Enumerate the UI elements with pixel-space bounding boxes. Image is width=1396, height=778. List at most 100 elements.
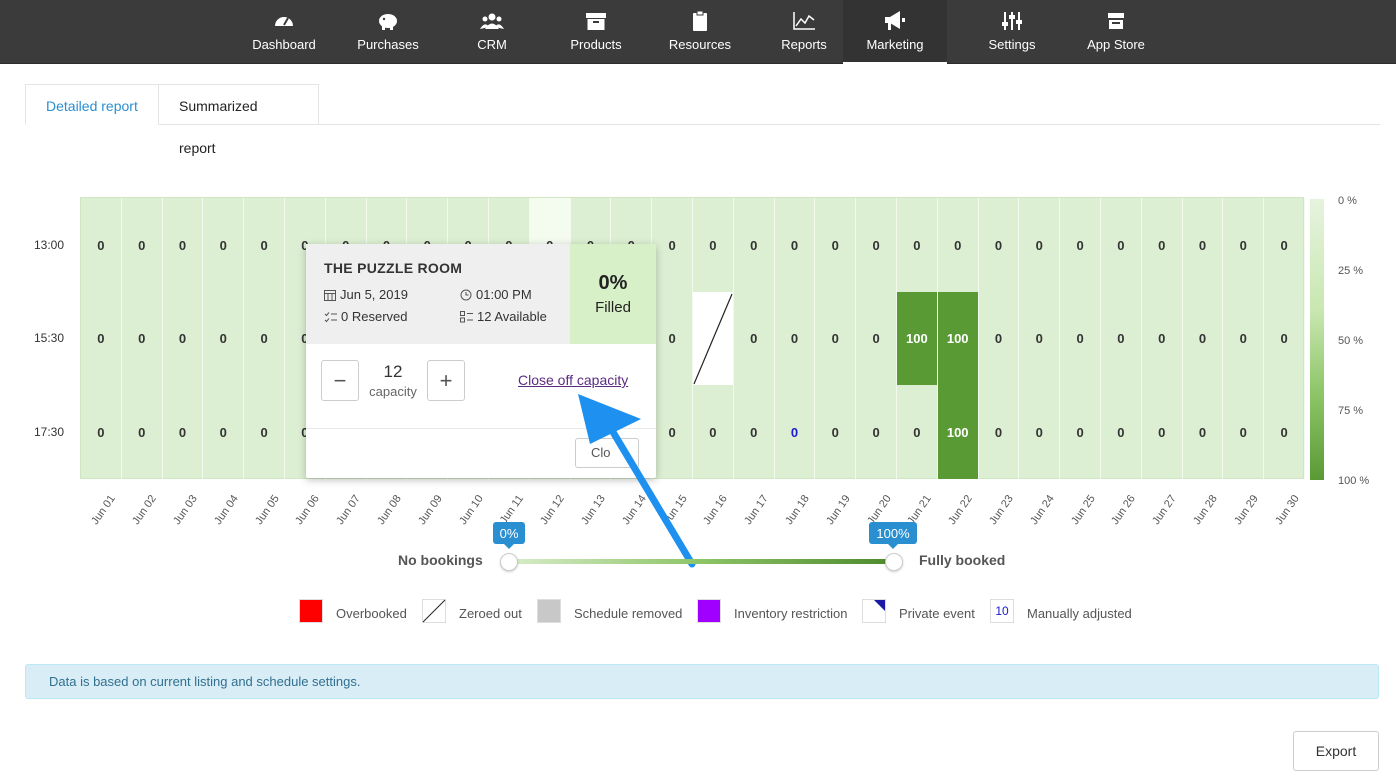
popup-reserved-text: 0 Reserved: [341, 309, 408, 324]
popup-close-button[interactable]: Clo: [575, 438, 639, 468]
heatmap-cell[interactable]: 0: [122, 198, 163, 292]
heatmap-cell[interactable]: 0: [1019, 292, 1061, 385]
heatmap-cell[interactable]: 0: [979, 198, 1020, 292]
heatmap-cell[interactable]: 0: [1264, 198, 1305, 292]
heatmap-cell[interactable]: 0: [979, 292, 1020, 385]
heatmap-cell[interactable]: 0: [652, 385, 693, 479]
heatmap-cell[interactable]: 0: [1101, 292, 1142, 385]
heatmap-cell[interactable]: 0: [1264, 385, 1305, 479]
heatmap-cell[interactable]: 0: [897, 198, 938, 292]
heatmap-cell[interactable]: 0: [979, 385, 1020, 479]
heatmap-cell[interactable]: 0: [1060, 292, 1101, 385]
slider-max-label: Fully booked: [919, 552, 1006, 568]
zeroed-out-mark: [693, 293, 733, 384]
slider-max-handle[interactable]: [885, 553, 903, 571]
heatmap-cell[interactable]: 0: [1142, 292, 1183, 385]
heatmap-cell[interactable]: 0: [652, 292, 693, 385]
nav-reports[interactable]: Reports: [752, 0, 856, 64]
export-button[interactable]: Export: [1293, 731, 1379, 771]
top-navigation: Dashboard Purchases CRM Products Resourc…: [0, 0, 1396, 64]
increase-capacity-button[interactable]: +: [427, 360, 465, 401]
nav-products[interactable]: Products: [544, 0, 648, 64]
manually-adjusted-swatch: 10: [990, 599, 1014, 623]
heatmap-cell[interactable]: 0: [856, 198, 897, 292]
heatmap-cell[interactable]: 0: [856, 292, 897, 385]
heatmap-cell[interactable]: [693, 292, 734, 385]
heatmap-cell[interactable]: 0: [244, 292, 285, 385]
nav-purchases[interactable]: Purchases: [336, 0, 440, 64]
heatmap-cell[interactable]: 0: [122, 292, 163, 385]
heatmap-cell[interactable]: 0: [203, 198, 245, 292]
heatmap-cell[interactable]: 0: [203, 292, 245, 385]
heatmap-cell[interactable]: 0: [1183, 198, 1224, 292]
heatmap-cell[interactable]: 0: [856, 385, 897, 479]
heatmap-cell[interactable]: 100: [897, 292, 938, 385]
popup-reserved: 0 Reserved: [324, 309, 407, 324]
heatmap-cell[interactable]: 100: [937, 385, 979, 479]
nav-app-store[interactable]: App Store: [1064, 0, 1168, 64]
heatmap-cell[interactable]: 0: [775, 385, 816, 479]
store-icon: [1108, 13, 1124, 29]
heatmap-cell[interactable]: 0: [938, 198, 979, 292]
heatmap-cell[interactable]: 0: [1223, 292, 1265, 385]
heatmap-cell[interactable]: 0: [1101, 385, 1142, 479]
heatmap-cell[interactable]: 0: [693, 385, 734, 479]
heatmap-cell[interactable]: 0: [1223, 198, 1265, 292]
heatmap-cell[interactable]: 0: [652, 198, 693, 292]
heatmap-cell[interactable]: 0: [734, 198, 775, 292]
heatmap-cell[interactable]: 0: [1060, 385, 1101, 479]
popup-title: THE PUZZLE ROOM: [324, 260, 463, 276]
fill-range-slider[interactable]: [509, 559, 894, 564]
nav-marketing[interactable]: Marketing: [843, 0, 947, 64]
slider-min-handle[interactable]: [500, 553, 518, 571]
heatmap-cell[interactable]: 0: [693, 198, 734, 292]
legend-zeroed-out: Zeroed out: [459, 606, 522, 621]
heatmap-cell[interactable]: 100: [937, 292, 979, 385]
nav-label: Settings: [988, 37, 1036, 52]
heatmap-cell[interactable]: 0: [203, 385, 245, 479]
heatmap-cell[interactable]: 0: [815, 385, 857, 479]
heatmap-cell[interactable]: 0: [775, 292, 816, 385]
heatmap-cell[interactable]: 0: [1019, 385, 1061, 479]
heatmap-cell[interactable]: 0: [897, 385, 938, 479]
heatmap-cell[interactable]: 0: [122, 385, 163, 479]
slider-min-badge: 0%: [493, 522, 525, 549]
heatmap-cell[interactable]: 0: [1060, 198, 1101, 292]
heatmap-cell[interactable]: 0: [1142, 198, 1183, 292]
fill-scale-bar: [1310, 199, 1324, 480]
scale-label: 0 %: [1338, 195, 1357, 207]
decrease-capacity-button[interactable]: −: [321, 360, 359, 401]
nav-crm[interactable]: CRM: [440, 0, 544, 64]
nav-resources[interactable]: Resources: [648, 0, 752, 64]
filled-label: Filled: [595, 299, 631, 316]
heatmap-cell[interactable]: 0: [81, 292, 122, 385]
tab-detailed-report[interactable]: Detailed report: [25, 84, 159, 125]
heatmap-cell[interactable]: 0: [163, 292, 204, 385]
heatmap-cell[interactable]: 0: [163, 385, 204, 479]
heatmap-cell[interactable]: 0: [815, 292, 857, 385]
heatmap-cell[interactable]: 0: [1223, 385, 1265, 479]
heatmap-cell[interactable]: 0: [244, 198, 285, 292]
heatmap-cell[interactable]: 0: [244, 385, 285, 479]
close-off-capacity-link[interactable]: Close off capacity: [518, 372, 629, 388]
heatmap-cell[interactable]: 0: [1183, 292, 1224, 385]
scale-label: 25 %: [1338, 265, 1364, 277]
nav-settings[interactable]: Settings: [960, 0, 1064, 64]
scale-label: 50 %: [1338, 335, 1364, 347]
clipboard-icon: [693, 10, 707, 31]
heatmap-cell[interactable]: 0: [1019, 198, 1061, 292]
heatmap-cell[interactable]: 0: [1183, 385, 1224, 479]
heatmap-cell[interactable]: 0: [1264, 292, 1305, 385]
tab-summarized-report[interactable]: Summarized report: [158, 84, 319, 156]
heatmap-cell[interactable]: 0: [1101, 198, 1142, 292]
heatmap-cell[interactable]: 0: [163, 198, 204, 292]
heatmap-cell[interactable]: 0: [775, 198, 816, 292]
heatmap-cell[interactable]: 0: [81, 198, 122, 292]
heatmap-cell[interactable]: 0: [734, 292, 775, 385]
heatmap-cell[interactable]: 0: [734, 385, 775, 479]
heatmap-cell[interactable]: 0: [815, 198, 857, 292]
heatmap-cell[interactable]: 0: [81, 385, 122, 479]
nav-dashboard[interactable]: Dashboard: [232, 0, 336, 64]
heatmap-cell[interactable]: 0: [1142, 385, 1183, 479]
